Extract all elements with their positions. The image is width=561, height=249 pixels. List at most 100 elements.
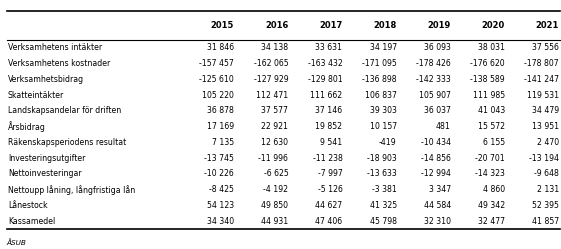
Text: -142 333: -142 333 (416, 75, 451, 84)
Text: 44 931: 44 931 (261, 217, 288, 226)
Text: -162 065: -162 065 (254, 59, 288, 68)
Text: -157 457: -157 457 (199, 59, 234, 68)
Text: 106 837: 106 837 (365, 91, 397, 100)
Text: 49 850: 49 850 (261, 201, 288, 210)
Text: -10 434: -10 434 (421, 138, 451, 147)
Text: 49 342: 49 342 (478, 201, 505, 210)
Text: 33 631: 33 631 (315, 43, 342, 52)
Text: 34 197: 34 197 (370, 43, 397, 52)
Text: 37 146: 37 146 (315, 106, 342, 115)
Text: 54 123: 54 123 (207, 201, 234, 210)
Text: -10 226: -10 226 (204, 169, 234, 178)
Text: 36 037: 36 037 (424, 106, 451, 115)
Text: 119 531: 119 531 (527, 91, 559, 100)
Text: -178 426: -178 426 (416, 59, 451, 68)
Text: 105 907: 105 907 (419, 91, 451, 100)
Text: -8 425: -8 425 (209, 185, 234, 194)
Text: 34 138: 34 138 (261, 43, 288, 52)
Text: 2 131: 2 131 (536, 185, 559, 194)
Text: -14 323: -14 323 (475, 169, 505, 178)
Text: 111 985: 111 985 (473, 91, 505, 100)
Text: -4 192: -4 192 (263, 185, 288, 194)
Text: 9 541: 9 541 (320, 138, 342, 147)
Text: 44 627: 44 627 (315, 201, 342, 210)
Text: ÅSUB: ÅSUB (7, 240, 26, 246)
Text: -129 801: -129 801 (308, 75, 342, 84)
Text: -176 620: -176 620 (471, 59, 505, 68)
Text: -171 095: -171 095 (362, 59, 397, 68)
Text: 32 477: 32 477 (478, 217, 505, 226)
Text: 10 157: 10 157 (370, 122, 397, 131)
Text: 4 860: 4 860 (483, 185, 505, 194)
Text: -14 856: -14 856 (421, 154, 451, 163)
Text: Nettoinvesteringar: Nettoinvesteringar (8, 169, 81, 178)
Text: 6 155: 6 155 (483, 138, 505, 147)
Text: 2020: 2020 (482, 21, 505, 30)
Text: Landskapsandelar för driften: Landskapsandelar för driften (8, 106, 121, 115)
Text: 37 556: 37 556 (532, 43, 559, 52)
Text: -125 610: -125 610 (199, 75, 234, 84)
Text: -419: -419 (379, 138, 397, 147)
Text: -5 126: -5 126 (318, 185, 342, 194)
Text: -138 589: -138 589 (471, 75, 505, 84)
Text: -163 432: -163 432 (308, 59, 342, 68)
Text: 19 852: 19 852 (315, 122, 342, 131)
Text: 37 577: 37 577 (261, 106, 288, 115)
Text: -11 238: -11 238 (312, 154, 342, 163)
Text: Räkenskapsperiodens resultat: Räkenskapsperiodens resultat (8, 138, 126, 147)
Text: 13 951: 13 951 (532, 122, 559, 131)
Text: Lånestock: Lånestock (8, 201, 48, 210)
Text: 45 798: 45 798 (370, 217, 397, 226)
Text: -12 994: -12 994 (421, 169, 451, 178)
Text: Verksamhetens intäkter: Verksamhetens intäkter (8, 43, 102, 52)
Text: 34 479: 34 479 (532, 106, 559, 115)
Text: 12 630: 12 630 (261, 138, 288, 147)
Text: -7 997: -7 997 (318, 169, 342, 178)
Text: 32 310: 32 310 (424, 217, 451, 226)
Text: -13 745: -13 745 (204, 154, 234, 163)
Text: -141 247: -141 247 (524, 75, 559, 84)
Text: Investeringsutgifter: Investeringsutgifter (8, 154, 85, 163)
Text: 111 662: 111 662 (310, 91, 342, 100)
Text: Nettoupp låning, långfristiga lån: Nettoupp låning, långfristiga lån (8, 185, 135, 194)
Text: -127 929: -127 929 (254, 75, 288, 84)
Text: -9 648: -9 648 (534, 169, 559, 178)
Text: -3 381: -3 381 (372, 185, 397, 194)
Text: 2 470: 2 470 (537, 138, 559, 147)
Text: 52 395: 52 395 (532, 201, 559, 210)
Text: 2016: 2016 (265, 21, 288, 30)
Text: -6 625: -6 625 (264, 169, 288, 178)
Text: 36 093: 36 093 (424, 43, 451, 52)
Text: Kassamedel: Kassamedel (8, 217, 55, 226)
Text: 17 169: 17 169 (207, 122, 234, 131)
Text: 38 031: 38 031 (478, 43, 505, 52)
Text: 34 340: 34 340 (207, 217, 234, 226)
Text: Verksamhetsbidrag: Verksamhetsbidrag (8, 75, 84, 84)
Text: -18 903: -18 903 (367, 154, 397, 163)
Text: -136 898: -136 898 (362, 75, 397, 84)
Text: 2017: 2017 (319, 21, 342, 30)
Text: -11 996: -11 996 (259, 154, 288, 163)
Text: -20 701: -20 701 (475, 154, 505, 163)
Text: 7 135: 7 135 (212, 138, 234, 147)
Text: Verksamhetens kostnader: Verksamhetens kostnader (8, 59, 110, 68)
Text: 3 347: 3 347 (429, 185, 451, 194)
Text: Skatteintäkter: Skatteintäkter (8, 91, 64, 100)
Text: 481: 481 (436, 122, 451, 131)
Text: -178 807: -178 807 (524, 59, 559, 68)
Text: 39 303: 39 303 (370, 106, 397, 115)
Text: 2021: 2021 (535, 21, 559, 30)
Text: 31 846: 31 846 (207, 43, 234, 52)
Text: 41 325: 41 325 (370, 201, 397, 210)
Text: 44 584: 44 584 (424, 201, 451, 210)
Text: 36 878: 36 878 (207, 106, 234, 115)
Text: 22 921: 22 921 (261, 122, 288, 131)
Text: 105 220: 105 220 (202, 91, 234, 100)
Text: -13 633: -13 633 (367, 169, 397, 178)
Text: 15 572: 15 572 (478, 122, 505, 131)
Text: -13 194: -13 194 (529, 154, 559, 163)
Text: 41 857: 41 857 (532, 217, 559, 226)
Text: 41 043: 41 043 (478, 106, 505, 115)
Text: 47 406: 47 406 (315, 217, 342, 226)
Text: 112 471: 112 471 (256, 91, 288, 100)
